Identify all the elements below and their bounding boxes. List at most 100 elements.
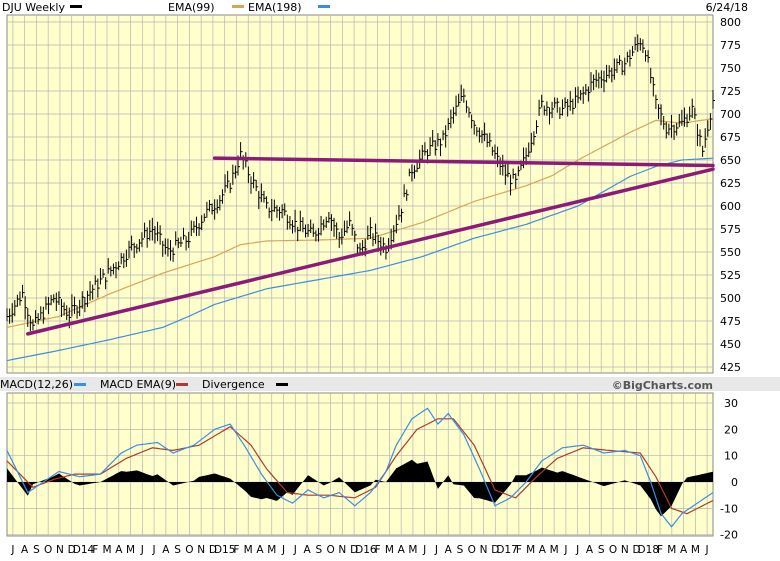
- macd-y-axis: 30 20 10 0 -10 -20: [720, 397, 738, 542]
- macd-panel: [6, 392, 714, 537]
- x-tick-label: M: [267, 544, 276, 556]
- x-tick-label: D: [68, 544, 76, 556]
- x-tick-label: J: [705, 544, 709, 556]
- x-tick-label: S: [174, 544, 181, 556]
- bigcharts-watermark: ©BigCharts.com: [612, 379, 713, 392]
- price-y-tick-label: 775: [720, 39, 741, 52]
- x-tick-label: J: [563, 544, 567, 556]
- price-y-tick-label: 600: [720, 200, 741, 213]
- price-y-tick-label: 800: [720, 16, 741, 29]
- x-tick-label: J: [140, 544, 144, 556]
- x-tick-label: S: [33, 544, 40, 556]
- x-tick-label: A: [303, 544, 311, 556]
- x-tick-label: D: [491, 544, 499, 556]
- price-bars: [6, 34, 715, 332]
- macd-signal-line: [6, 418, 714, 515]
- macd-grid: [7, 393, 713, 536]
- x-tick-label: S: [598, 544, 605, 556]
- x-tick-label: F: [233, 544, 239, 556]
- x-tick-label: A: [586, 544, 594, 556]
- price-y-tick-label: 525: [720, 269, 741, 282]
- legend-ema99-label: EMA(99): [168, 1, 215, 14]
- x-tick-label: J: [152, 544, 156, 556]
- x-tick-label: M: [244, 544, 253, 556]
- macd-signal-legend-swatch: [176, 383, 188, 386]
- x-tick-label: O: [185, 544, 193, 556]
- x-tick-label: M: [691, 544, 700, 556]
- macd-y-tick-label: -10: [720, 502, 738, 515]
- x-tick-label: D: [350, 544, 358, 556]
- x-tick-label: M: [385, 544, 394, 556]
- x-tick-label: F: [657, 544, 663, 556]
- x-tick-label: J: [281, 544, 285, 556]
- x-tick-label: N: [56, 544, 64, 556]
- x-tick-label: A: [680, 544, 688, 556]
- price-y-tick-label: 425: [720, 361, 741, 374]
- x-tick-label: D16: [355, 544, 377, 556]
- x-tick-label: J: [575, 544, 579, 556]
- macd-y-tick-label: 30: [724, 397, 738, 410]
- rising-support-trendline: [26, 167, 715, 336]
- x-tick-label: N: [480, 544, 488, 556]
- ema99-line: [6, 118, 714, 328]
- x-tick-label: O: [326, 544, 334, 556]
- legend-ema198-swatch: [318, 5, 330, 8]
- price-y-tick-label: 750: [720, 62, 741, 75]
- x-tick-label: D17: [496, 544, 517, 556]
- macd-y-tick-label: -20: [720, 529, 738, 542]
- x-tick-label: D15: [214, 544, 235, 556]
- x-tick-label: O: [609, 544, 617, 556]
- horizontal-resistance-trendline: [212, 156, 715, 168]
- x-tick-label: J: [10, 544, 14, 556]
- price-y-tick-label: 650: [720, 154, 741, 167]
- chart-title: DJU Weekly: [2, 1, 65, 14]
- x-tick-label: J: [293, 544, 297, 556]
- price-y-tick-label: 625: [720, 177, 741, 190]
- x-tick-label: M: [526, 544, 535, 556]
- macd-y-tick-label: 20: [724, 423, 738, 436]
- x-tick-label: F: [516, 544, 522, 556]
- price-y-tick-label: 475: [720, 315, 741, 328]
- x-tick-label: S: [457, 544, 464, 556]
- chart-date: 6/24/18: [706, 1, 748, 14]
- price-y-tick-label: 450: [720, 338, 741, 351]
- macd-title: MACD(12,26): [0, 378, 73, 391]
- divergence-histogram: [7, 459, 713, 517]
- price-y-tick-label: 725: [720, 85, 741, 98]
- x-tick-label: A: [445, 544, 453, 556]
- price-y-tick-label: 575: [720, 223, 741, 236]
- x-tick-label: F: [375, 544, 381, 556]
- x-tick-label: O: [44, 544, 52, 556]
- x-tick-label: O: [468, 544, 476, 556]
- price-y-tick-label: 675: [720, 131, 741, 144]
- macd-signal-legend-label: MACD EMA(9): [100, 378, 176, 391]
- macd-y-tick-label: 0: [731, 476, 738, 489]
- header-bar: [0, 0, 780, 14]
- x-tick-label: A: [398, 544, 406, 556]
- divergence-legend-swatch: [276, 383, 288, 386]
- price-grid: [7, 15, 713, 373]
- x-tick-label: S: [315, 544, 322, 556]
- x-tick-label: F: [92, 544, 98, 556]
- x-tick-label: D: [632, 544, 640, 556]
- divergence-legend-label: Divergence: [202, 378, 265, 391]
- x-tick-label: M: [408, 544, 417, 556]
- x-tick-label: J: [422, 544, 426, 556]
- legend-ema198-label: EMA(198): [248, 1, 302, 14]
- x-tick-label: M: [126, 544, 135, 556]
- x-tick-label: M: [667, 544, 676, 556]
- x-tick-label: A: [21, 544, 29, 556]
- x-tick-label: D18: [638, 544, 659, 556]
- x-tick-label: J: [434, 544, 438, 556]
- x-tick-label: M: [102, 544, 111, 556]
- price-y-axis: 425 450 475 500 525 550 575 600 625 650 675 700 725 7…: [720, 16, 741, 374]
- macd-line: [6, 407, 714, 528]
- x-tick-label: N: [197, 544, 205, 556]
- price-y-tick-label: 500: [720, 292, 741, 305]
- legend-ema99-swatch: [232, 5, 244, 8]
- price-legend-swatch: [70, 5, 82, 8]
- x-tick-label: A: [162, 544, 170, 556]
